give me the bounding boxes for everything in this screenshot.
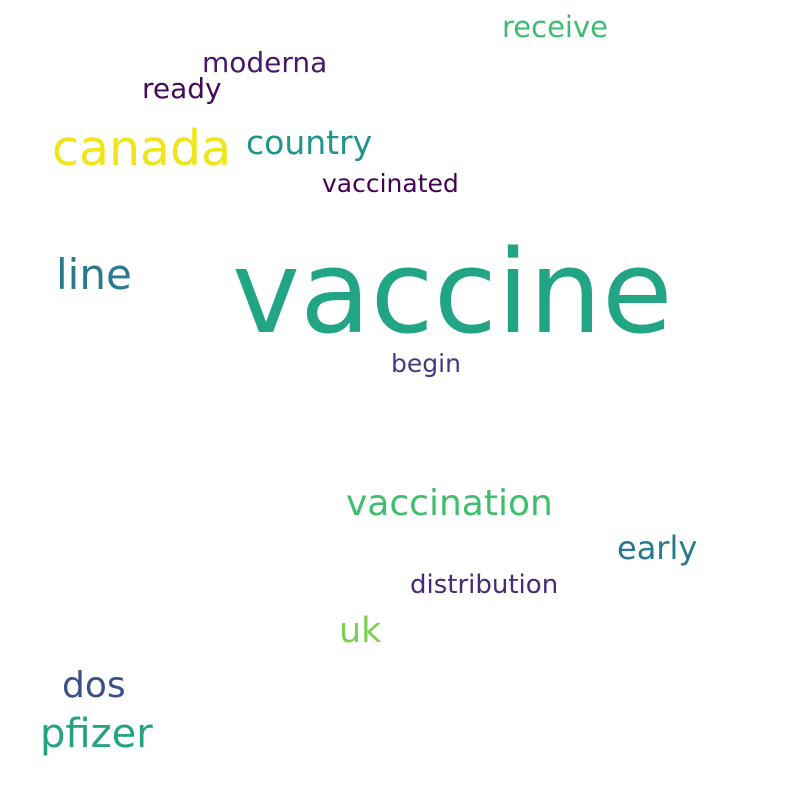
word-pfizer: pfizer xyxy=(40,711,153,757)
word-vaccine: vaccine xyxy=(232,226,673,360)
word-ready: ready xyxy=(142,72,222,105)
word-vaccination: vaccination xyxy=(346,483,553,524)
word-line: line xyxy=(56,250,132,299)
word-distribution: distribution xyxy=(410,570,559,600)
word-canada: canada xyxy=(52,120,232,177)
word-vaccinated: vaccinated xyxy=(322,169,459,198)
word-uk: uk xyxy=(339,611,382,651)
word-begin: begin xyxy=(391,349,461,378)
word-dos: dos xyxy=(62,665,126,706)
word-country: country xyxy=(246,123,373,162)
word-receive: receive xyxy=(502,10,608,44)
word-early: early xyxy=(617,529,698,567)
word-moderna: moderna xyxy=(202,46,328,79)
